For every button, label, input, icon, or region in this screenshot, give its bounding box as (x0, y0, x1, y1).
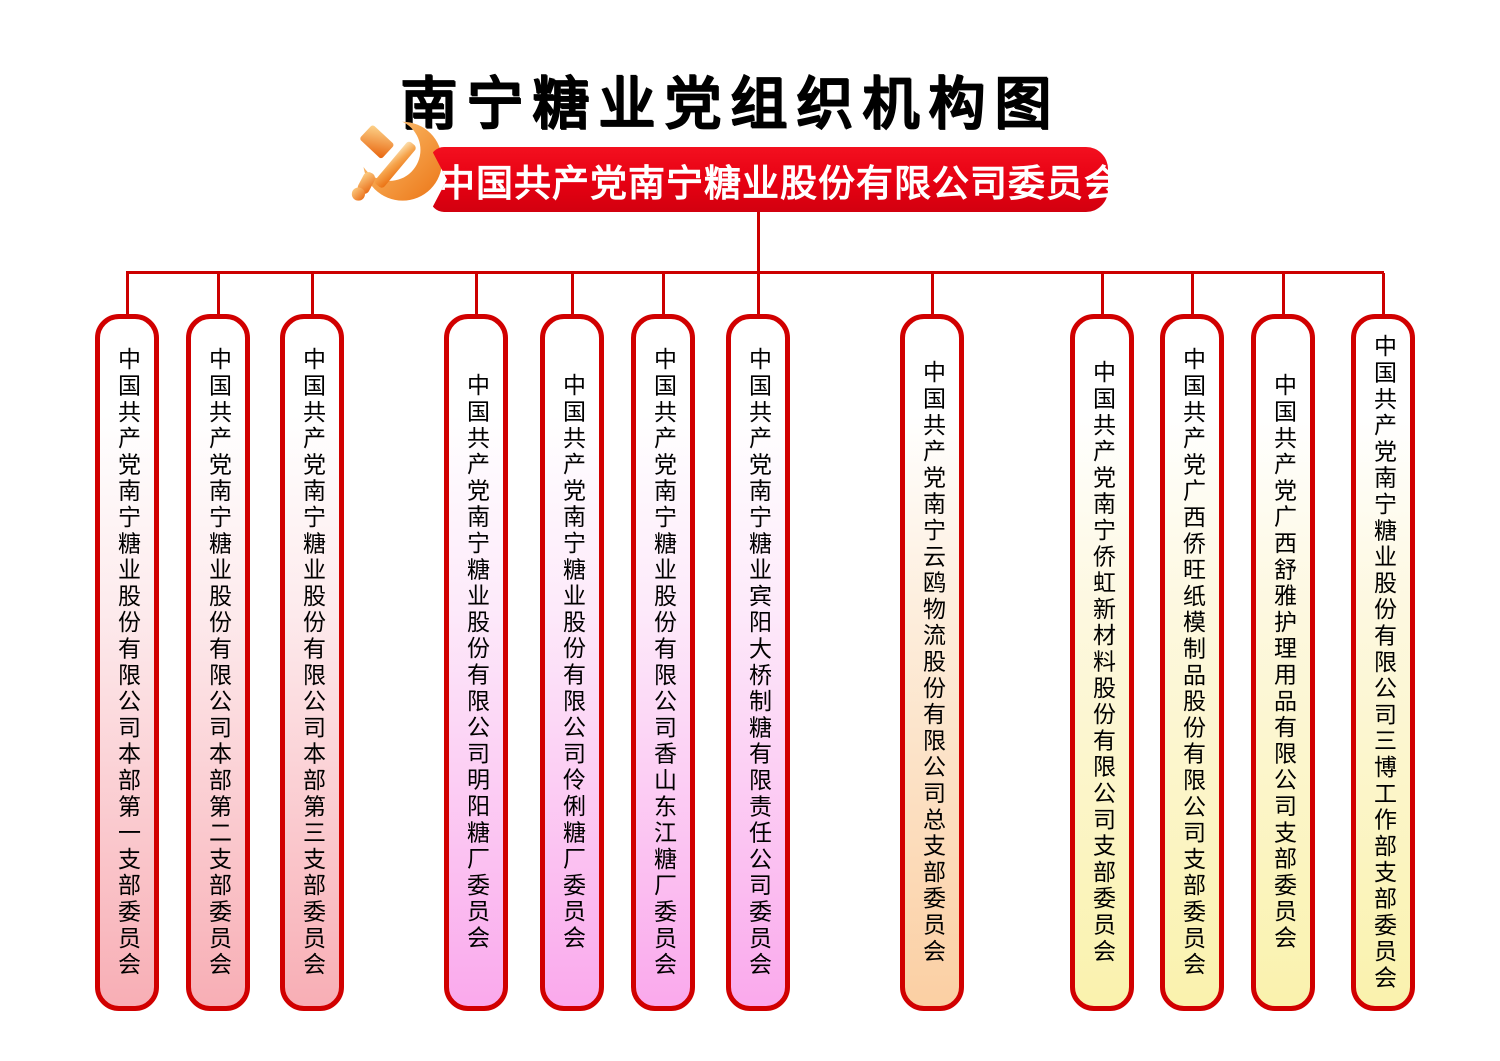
connector-trunk (757, 212, 760, 273)
org-node-label: 中国共产党广西侨旺纸模制品股份有限公司支部委员会 (1179, 346, 1206, 979)
org-node-label: 中国共产党南宁侨虹新材料股份有限公司支部委员会 (1089, 360, 1116, 965)
org-node-label: 中国共产党南宁糖业股份有限公司本部第二支部委员会 (205, 346, 232, 979)
org-node-label: 中国共产党南宁糖业宾阳大桥制糖有限责任公司委员会 (745, 346, 772, 979)
org-node-box-5: 中国共产党南宁糖业股份有限公司伶俐糖厂委员会 (540, 314, 604, 1011)
connector-drop-11 (1282, 273, 1285, 314)
org-node-box-8: 中国共产党南宁云鸥物流股份有限公司总支部委员会 (900, 314, 964, 1011)
connector-bar (126, 271, 1384, 274)
connector-drop-3 (311, 273, 314, 314)
org-node-box-4: 中国共产党南宁糖业股份有限公司明阳糖厂委员会 (444, 314, 508, 1011)
root-node-label: 中国共产党南宁糖业股份有限公司委员会 (438, 162, 1122, 204)
party-emblem-icon (349, 117, 443, 211)
org-node-label: 中国共产党南宁云鸥物流股份有限公司总支部委员会 (919, 360, 946, 965)
org-node-label: 中国共产党南宁糖业股份有限公司香山东江糖厂委员会 (650, 346, 677, 979)
connector-drop-5 (571, 273, 574, 314)
org-node-label: 中国共产党南宁糖业股份有限公司三博工作部支部委员会 (1370, 333, 1397, 992)
org-node-box-2: 中国共产党南宁糖业股份有限公司本部第二支部委员会 (186, 314, 250, 1011)
org-node-box-10: 中国共产党广西侨旺纸模制品股份有限公司支部委员会 (1160, 314, 1224, 1011)
org-node-box-9: 中国共产党南宁侨虹新材料股份有限公司支部委员会 (1070, 314, 1134, 1011)
org-node-box-1: 中国共产党南宁糖业股份有限公司本部第一支部委员会 (95, 314, 159, 1011)
org-node-label: 中国共产党广西舒雅护理用品有限公司支部委员会 (1270, 373, 1297, 952)
connector-drop-2 (217, 273, 220, 314)
org-node-box-7: 中国共产党南宁糖业宾阳大桥制糖有限责任公司委员会 (726, 314, 790, 1011)
org-node-box-3: 中国共产党南宁糖业股份有限公司本部第三支部委员会 (280, 314, 344, 1011)
org-node-label: 中国共产党南宁糖业股份有限公司本部第三支部委员会 (299, 346, 326, 979)
connector-drop-10 (1191, 273, 1194, 314)
connector-drop-6 (662, 273, 665, 314)
org-node-box-12: 中国共产党南宁糖业股份有限公司三博工作部支部委员会 (1351, 314, 1415, 1011)
connector-drop-1 (126, 273, 129, 314)
org-node-label: 中国共产党南宁糖业股份有限公司本部第一支部委员会 (114, 346, 141, 979)
connector-drop-4 (475, 273, 478, 314)
org-node-box-11: 中国共产党广西舒雅护理用品有限公司支部委员会 (1251, 314, 1315, 1011)
page-title: 南宁糖业党组织机构图 (400, 70, 1060, 137)
connector-drop-12 (1382, 273, 1385, 314)
connector-drop-9 (1101, 273, 1104, 314)
connector-drop-7 (757, 273, 760, 314)
root-node-banner: 中国共产党南宁糖业股份有限公司委员会 (430, 147, 1108, 212)
org-node-label: 中国共产党南宁糖业股份有限公司伶俐糖厂委员会 (559, 373, 586, 952)
org-node-box-6: 中国共产党南宁糖业股份有限公司香山东江糖厂委员会 (631, 314, 695, 1011)
org-node-label: 中国共产党南宁糖业股份有限公司明阳糖厂委员会 (463, 373, 490, 952)
connector-drop-8 (931, 273, 934, 314)
